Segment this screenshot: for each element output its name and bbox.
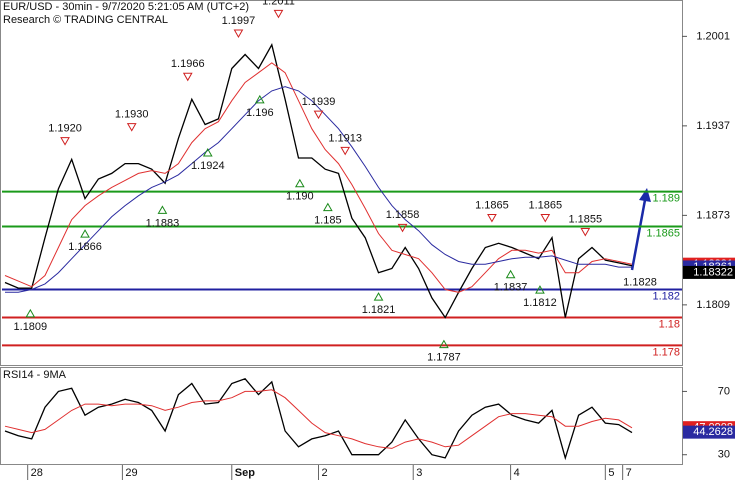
level-label: 1.182 (652, 290, 680, 302)
x-tick-label: 5 (608, 467, 614, 479)
y-tick-label: 30 (718, 449, 730, 461)
high-label: 1.1997 (222, 15, 256, 27)
high-marker (60, 137, 70, 146)
high-marker (182, 72, 193, 82)
high-marker (126, 123, 137, 132)
x-tick-label: 3 (416, 467, 422, 479)
low-label: 1.1924 (191, 160, 225, 172)
high-label: 1.1865 (528, 199, 562, 211)
high-marker (340, 146, 351, 156)
price-tag-label: 44.2628 (693, 426, 733, 438)
y-tick-label: 1.1873 (696, 209, 730, 221)
source: Research © TRADING CENTRAL (3, 14, 168, 26)
low-marker (157, 205, 168, 214)
high-label: 1.1966 (171, 58, 205, 70)
price-pane (0, 0, 683, 366)
low-label: 1.1787 (427, 352, 461, 364)
low-label: 1.196 (246, 107, 274, 119)
price-tag (683, 425, 735, 439)
high-label: 1.1858 (386, 209, 420, 221)
high-marker (580, 228, 591, 237)
x-tick-label: 4 (514, 467, 520, 479)
low-marker (25, 308, 36, 318)
series-line (4, 62, 633, 293)
low-marker (505, 269, 516, 279)
low-label: 1.185 (314, 214, 342, 226)
low-label: 1.1837 (494, 282, 528, 294)
high-label: 1.1930 (115, 109, 149, 121)
low-marker (294, 178, 305, 188)
low-marker (439, 339, 449, 349)
x-tick-label: Sep (235, 467, 255, 479)
high-marker (313, 110, 324, 120)
x-tick-label: 2 (322, 467, 328, 479)
low-marker (535, 285, 545, 294)
high-marker (273, 9, 284, 19)
high-label: 1.2011 (262, 0, 295, 7)
x-tick-label: 7 (626, 467, 632, 479)
series-line (4, 389, 633, 449)
high-label: 1.1855 (568, 213, 602, 225)
high-label: 1.1939 (302, 96, 336, 108)
rsi-title: RSI14 - 9MA (3, 369, 67, 381)
series-line (5, 86, 632, 293)
low-marker (322, 202, 333, 212)
level-label: 1.18 (659, 318, 680, 330)
series-line (4, 43, 633, 319)
y-tick-label: 1.2001 (696, 30, 730, 42)
low-label: 1.1821 (362, 304, 396, 316)
level-label: 1.178 (652, 346, 680, 358)
series-line (4, 378, 633, 461)
level-label: 1.1865 (646, 227, 680, 239)
level-label: 1.189 (652, 192, 680, 204)
high-label: 1.1920 (48, 123, 82, 135)
high-label: 1.1865 (475, 199, 509, 211)
x-tick-label: 28 (31, 467, 43, 479)
low-label: 1.1812 (523, 297, 557, 309)
rsi-pane (0, 367, 683, 465)
y-tick-label: 70 (718, 385, 730, 397)
high-marker (487, 214, 497, 223)
low-label: 1.1866 (68, 241, 102, 253)
high-marker (233, 29, 244, 38)
high-marker (540, 214, 551, 223)
note-label: 1.1828 (623, 277, 657, 289)
price-tag (683, 265, 735, 279)
x-tick-label: 29 (125, 467, 137, 479)
low-marker (373, 292, 384, 301)
chart-title: EUR/USD - 30min - 9/7/2020 5:21:05 AM (U… (3, 1, 249, 13)
low-label: 1.1809 (14, 321, 48, 333)
low-label: 1.1883 (146, 217, 180, 229)
high-label: 1.1913 (328, 132, 362, 144)
high-marker (397, 223, 408, 233)
low-marker (254, 94, 265, 104)
low-label: 1.190 (286, 191, 314, 203)
low-marker (80, 229, 90, 238)
y-tick-label: 1.1937 (696, 120, 730, 132)
y-tick-label: 1.1809 (696, 299, 730, 311)
low-marker (202, 148, 213, 157)
price-tag-label: 1.18322 (693, 266, 733, 278)
